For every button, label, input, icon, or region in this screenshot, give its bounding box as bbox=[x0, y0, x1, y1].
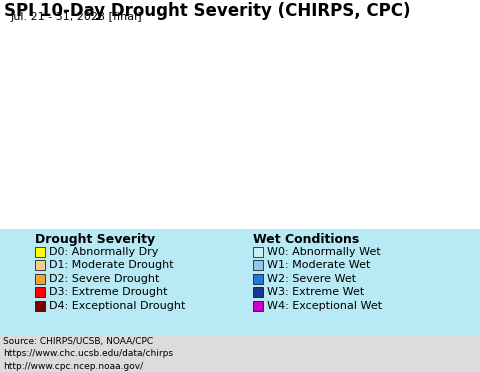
Text: W3: Extreme Wet: W3: Extreme Wet bbox=[267, 287, 364, 297]
Text: D4: Exceptional Drought: D4: Exceptional Drought bbox=[49, 301, 185, 311]
Bar bbox=[253, 260, 263, 270]
Bar bbox=[35, 274, 45, 284]
Text: SPI 10-Day Drought Severity (CHIRPS, CPC): SPI 10-Day Drought Severity (CHIRPS, CPC… bbox=[4, 2, 410, 20]
Text: Wet Conditions: Wet Conditions bbox=[253, 233, 359, 246]
Bar bbox=[0, 335, 480, 372]
Bar bbox=[35, 301, 45, 311]
Bar bbox=[0, 229, 480, 335]
Text: D0: Abnormally Dry: D0: Abnormally Dry bbox=[49, 247, 158, 257]
Text: W2: Severe Wet: W2: Severe Wet bbox=[267, 274, 356, 284]
Bar bbox=[253, 274, 263, 284]
Bar bbox=[253, 287, 263, 297]
Text: D3: Extreme Drought: D3: Extreme Drought bbox=[49, 287, 168, 297]
Text: D1: Moderate Drought: D1: Moderate Drought bbox=[49, 260, 174, 270]
Text: W4: Exceptional Wet: W4: Exceptional Wet bbox=[267, 301, 382, 311]
Text: Drought Severity: Drought Severity bbox=[35, 233, 155, 246]
Bar bbox=[253, 247, 263, 257]
Bar bbox=[35, 287, 45, 297]
Text: Source: CHIRPS/UCSB, NOAA/CPC
https://www.chc.ucsb.edu/data/chirps
http://www.cp: Source: CHIRPS/UCSB, NOAA/CPC https://ww… bbox=[3, 337, 173, 371]
Text: Jul. 21 - 31, 2023 [final]: Jul. 21 - 31, 2023 [final] bbox=[11, 12, 142, 22]
Bar bbox=[35, 260, 45, 270]
Text: D2: Severe Drought: D2: Severe Drought bbox=[49, 274, 159, 284]
Bar bbox=[35, 247, 45, 257]
Text: W0: Abnormally Wet: W0: Abnormally Wet bbox=[267, 247, 381, 257]
Text: W1: Moderate Wet: W1: Moderate Wet bbox=[267, 260, 371, 270]
Bar bbox=[253, 301, 263, 311]
